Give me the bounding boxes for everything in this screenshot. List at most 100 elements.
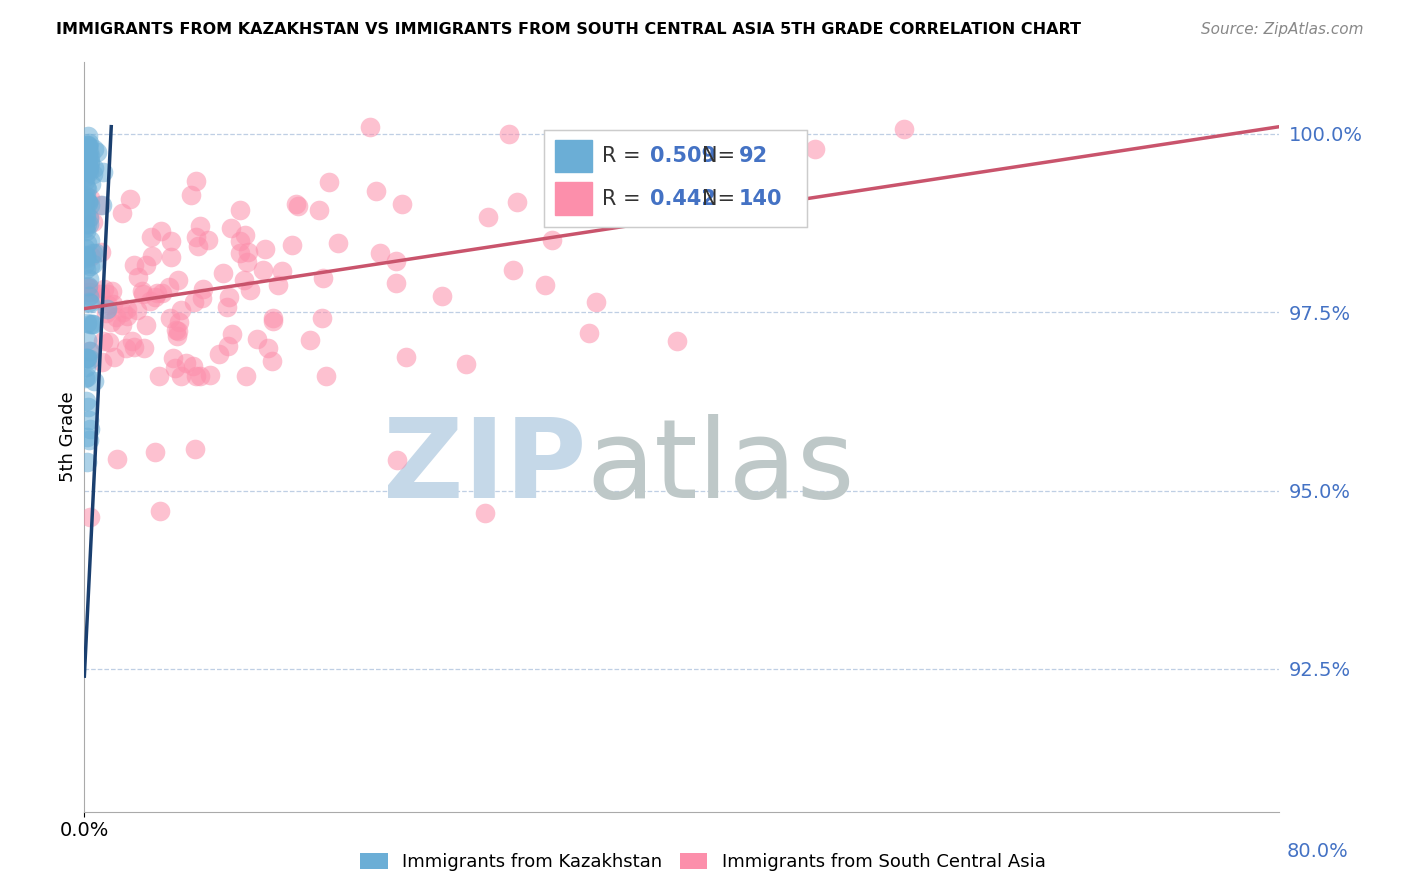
Point (162, 351, 184, 365)
Point (82, 317, 104, 331)
Point (267, 277, 290, 292)
Point (218, 290, 240, 304)
Point (80, 178, 103, 192)
Point (186, 230, 208, 244)
Point (73, 150, 96, 164)
Point (187, 238, 209, 252)
Point (83, 142, 105, 156)
Point (75, 162, 97, 177)
Point (94, 305, 117, 319)
Point (174, 356, 197, 370)
Point (115, 302, 138, 317)
Point (150, 223, 173, 237)
Point (160, 250, 183, 264)
Point (180, 188, 202, 202)
Point (181, 359, 204, 373)
Point (208, 347, 231, 361)
Point (76, 429, 98, 443)
Point (477, 211, 499, 225)
Point (75, 394, 97, 409)
Point (131, 286, 153, 301)
Point (76, 195, 98, 210)
Point (76, 138, 98, 153)
Point (217, 300, 239, 314)
Point (385, 452, 408, 467)
Point (75, 224, 97, 238)
Point (73, 205, 96, 219)
Point (77, 279, 100, 293)
Point (77, 137, 100, 152)
Point (79, 249, 101, 263)
Point (184, 442, 207, 456)
Point (318, 175, 340, 189)
Point (229, 234, 252, 248)
Point (91, 197, 114, 211)
Point (366, 184, 388, 198)
Point (139, 230, 162, 244)
Point (166, 329, 188, 343)
Point (75, 262, 97, 277)
Point (115, 341, 138, 355)
Point (115, 309, 138, 323)
Point (75, 189, 97, 203)
Point (229, 245, 252, 260)
Point (326, 236, 349, 251)
Point (76, 351, 98, 365)
Point (270, 263, 292, 277)
Point (135, 259, 157, 273)
Point (75, 174, 97, 188)
Point (385, 276, 408, 290)
Point (233, 227, 256, 242)
Point (73, 170, 96, 185)
Point (252, 262, 274, 277)
Point (159, 310, 181, 325)
Point (132, 341, 155, 355)
Point (149, 504, 172, 518)
Point (170, 368, 193, 383)
Point (284, 196, 307, 211)
Point (221, 327, 243, 342)
Point (76, 351, 98, 366)
Point (79, 197, 101, 211)
Point (82, 246, 104, 260)
Point (287, 199, 309, 213)
Point (150, 285, 173, 300)
Point (541, 233, 564, 247)
Point (315, 369, 337, 384)
Point (79, 149, 101, 163)
Point (578, 326, 600, 340)
Point (368, 246, 391, 260)
Point (77, 412, 100, 426)
Point (110, 205, 132, 219)
Point (585, 294, 607, 309)
Point (75, 249, 97, 263)
Point (165, 323, 187, 337)
Point (239, 283, 262, 297)
Point (77, 196, 100, 211)
Point (79, 211, 101, 226)
Point (76, 145, 98, 160)
Point (143, 290, 166, 304)
Point (76, 138, 98, 153)
Point (79, 295, 101, 310)
Point (139, 293, 162, 308)
Point (384, 254, 406, 268)
Point (804, 142, 827, 156)
Point (498, 128, 520, 142)
Text: atlas: atlas (586, 414, 855, 521)
Point (554, 202, 576, 217)
Legend: Immigrants from Kazakhstan, Immigrants from South Central Asia: Immigrants from Kazakhstan, Immigrants f… (353, 846, 1053, 879)
Point (183, 295, 205, 310)
Point (79, 344, 101, 359)
Point (93, 282, 115, 296)
Point (262, 310, 284, 325)
Point (197, 233, 219, 247)
Point (79, 318, 101, 332)
Point (82, 167, 104, 181)
Point (77, 217, 100, 231)
Point (166, 273, 188, 287)
Point (157, 280, 180, 294)
Point (229, 203, 252, 218)
Text: Source: ZipAtlas.com: Source: ZipAtlas.com (1201, 22, 1364, 37)
Point (79, 295, 101, 310)
